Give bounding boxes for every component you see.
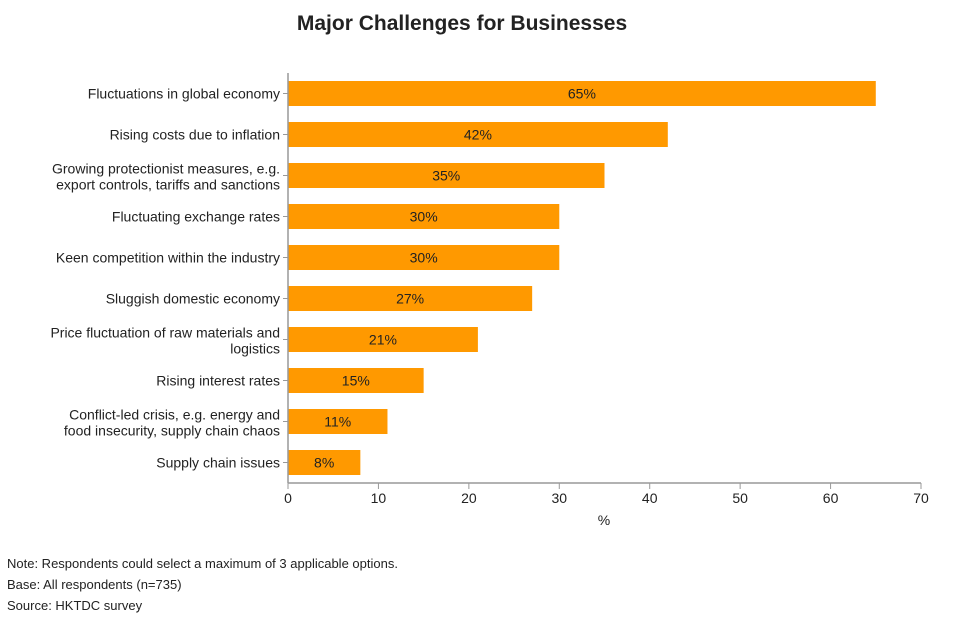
x-tick-label: 50 [732,490,748,506]
category-label: Conflict-led crisis, e.g. energy and food… [64,407,280,439]
x-tick-label: 40 [642,490,658,506]
category-label-line: Keen competition within the industry [56,250,280,266]
bar [288,204,560,229]
bar [288,163,605,188]
data-label: 65% [568,86,596,102]
category-label-line: Supply chain issues [156,455,280,471]
category-label: Rising costs due to inflation [110,127,280,143]
bar [288,245,560,270]
category-label: Fluctuations in global economy [88,86,280,102]
category-label-line: Rising costs due to inflation [110,127,280,143]
bar [288,327,478,352]
category-label-line: Fluctuating exchange rates [112,209,280,225]
bar [288,122,668,147]
x-tick-label: 30 [551,490,567,506]
data-label: 27% [396,291,424,307]
category-label: Fluctuating exchange rates [112,209,280,225]
category-label-line: Rising interest rates [156,373,280,389]
data-label: 15% [342,373,370,389]
bar [288,409,388,434]
bar [288,368,424,393]
category-label: Keen competition within the industry [56,250,280,266]
chart-title: Major Challenges for Businesses [297,12,627,35]
category-label-line: logistics [230,341,280,357]
x-tick-label: 10 [371,490,387,506]
x-tick-label: 20 [461,490,477,506]
category-label-line: Sluggish domestic economy [106,291,280,307]
data-label: 8% [314,455,334,471]
category-label-line: export controls, tariffs and sanctions [56,177,280,193]
category-label-line: food insecurity, supply chain chaos [64,423,280,439]
category-label: Rising interest rates [156,373,280,389]
category-label: Sluggish domestic economy [106,291,280,307]
data-label: 21% [369,332,397,348]
bar [288,81,876,106]
base-text: Base: All respondents (n=735) [7,577,182,592]
category-label-line: Price fluctuation of raw materials and [50,325,280,341]
data-label: 42% [464,127,492,143]
category-label: Growing protectionist measures, e.g. expo… [52,161,280,193]
bar [288,286,533,311]
category-label-line: Fluctuations in global economy [88,86,280,102]
x-tick-label: 60 [823,490,839,506]
data-label: 30% [410,250,438,266]
x-axis-label: % [598,512,610,528]
x-tick-label: 70 [913,490,929,506]
category-label-line: Conflict-led crisis, e.g. energy and [69,407,280,423]
x-tick-label: 0 [284,490,292,506]
note-text: Note: Respondents could select a maximum… [7,556,398,571]
category-label-line: Growing protectionist measures, e.g. [52,161,280,177]
data-label: 11% [324,414,351,430]
data-label: 30% [410,209,438,225]
source-text: Source: HKTDC survey [7,598,143,613]
data-label: 35% [432,168,460,184]
bar [288,450,361,475]
category-label: Price fluctuation of raw materials and lo… [50,325,280,357]
category-label: Supply chain issues [156,455,280,471]
